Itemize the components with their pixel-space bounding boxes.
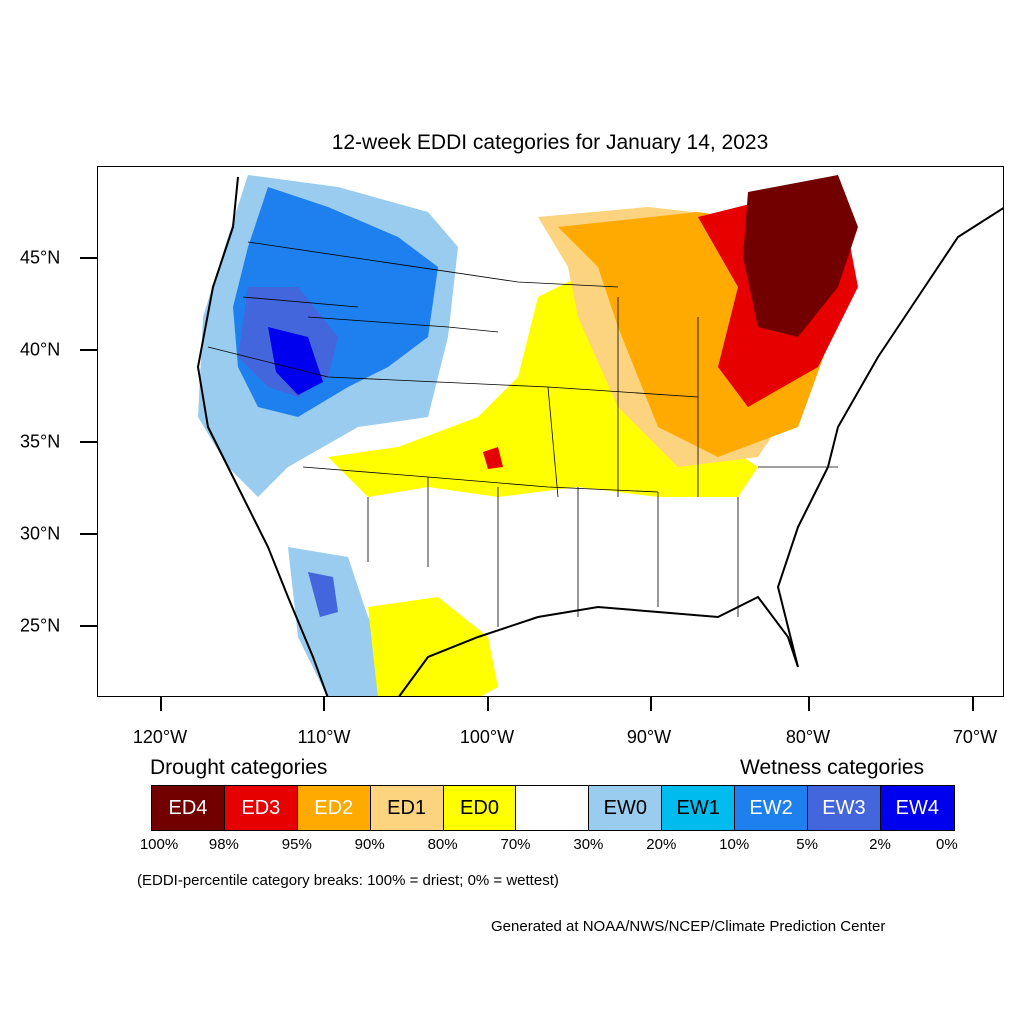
wet-region-mexico-ew3: [308, 572, 338, 617]
legend-box-ed1: ED1: [370, 786, 444, 830]
lon-tick: [808, 697, 810, 711]
legend-box-ew3: EW3: [808, 786, 881, 830]
lat-label: 40°N: [20, 339, 61, 360]
percentile-label: 98%: [208, 836, 239, 853]
legend-box-ew2: EW2: [735, 786, 809, 830]
lon-tick: [487, 697, 489, 711]
lat-tick: [80, 349, 97, 351]
percentile-label: 2%: [869, 836, 891, 853]
lat-label: 30°N: [20, 523, 61, 544]
legend-box-neutral: [516, 786, 590, 830]
lat-label: 35°N: [20, 431, 61, 452]
credit-line: Generated at NOAA/NWS/NCEP/Climate Predi…: [491, 918, 886, 935]
lon-label: 80°W: [785, 727, 831, 747]
legend-box-ed4: ED4: [152, 786, 225, 830]
lat-label: 45°N: [20, 247, 61, 268]
percentile-label: 30%: [573, 836, 604, 853]
lon-tick: [160, 697, 162, 711]
percentile-label: 20%: [646, 836, 677, 853]
lat-tick: [80, 257, 97, 259]
lon-tick: [323, 697, 325, 711]
lon-label: 100°W: [459, 727, 515, 747]
wetness-categories-heading: Wetness categories: [740, 756, 925, 779]
coastline: [196, 176, 1003, 696]
legend-box-ew4: EW4: [880, 786, 954, 830]
dry-region-ed4: [743, 175, 858, 337]
percentile-label: 0%: [936, 836, 958, 853]
lat-tick: [80, 533, 97, 535]
dry-region-ed3-small: [483, 447, 503, 469]
eddi-map: [196, 175, 1003, 696]
lon-tick: [650, 697, 652, 711]
lon-label: 90°W: [626, 727, 672, 747]
map-title: 12-week EDDI categories for January 14, …: [331, 131, 769, 154]
category-legend: ED4 ED3 ED2 ED1 ED0 EW0 EW1 EW2 EW3 EW4: [151, 785, 955, 831]
drought-categories-heading: Drought categories: [150, 756, 328, 779]
lat-tick: [80, 441, 97, 443]
category-breaks-note: (EDDI-percentile category breaks: 100% =…: [137, 872, 559, 889]
dry-region-ed0-south: [368, 597, 498, 696]
lon-tick: [972, 697, 974, 711]
lat-tick: [80, 625, 97, 627]
percentile-label: 90%: [354, 836, 385, 853]
percentile-label: 10%: [719, 836, 750, 853]
wet-region-ew4: [268, 327, 323, 395]
legend-box-ed3: ED3: [224, 786, 298, 830]
state-borders: [207, 241, 838, 627]
legend-box-ew1: EW1: [662, 786, 736, 830]
legend-box-ed0: ED0: [443, 786, 517, 830]
percentile-label: 5%: [796, 836, 818, 853]
percentile-label: 95%: [281, 836, 312, 853]
legend-box-ed2: ED2: [297, 786, 371, 830]
percentile-label: 70%: [500, 836, 531, 853]
percentile-label: 80%: [427, 836, 458, 853]
lon-label: 110°W: [297, 727, 351, 747]
percentile-label: 100%: [139, 836, 179, 853]
map-panel: [97, 166, 1004, 697]
lon-label: 70°W: [952, 727, 998, 747]
lon-label: 120°W: [132, 727, 188, 747]
lat-label: 25°N: [20, 615, 61, 636]
legend-box-ew0: EW0: [589, 786, 663, 830]
